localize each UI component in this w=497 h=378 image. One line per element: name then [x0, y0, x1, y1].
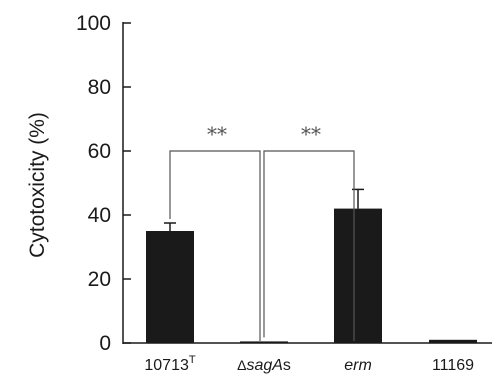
y-tick-label: 20	[88, 268, 111, 291]
y-tick-label: 60	[88, 140, 111, 163]
x-tick-label: 11169	[432, 357, 474, 374]
y-tick-label: 0	[99, 332, 111, 355]
x-tick-label: ΔsagAs	[237, 357, 291, 374]
y-tick-label: 40	[88, 204, 111, 227]
plot-area: 0 20 40 60 80 100 ** ** 10713T ΔsagAs erm 11169	[76, 12, 492, 374]
x-tick-label: erm	[344, 357, 372, 374]
significance-label: **	[207, 122, 227, 146]
significance-label: **	[301, 122, 321, 146]
y-tick-label: 80	[88, 76, 111, 99]
y-axis-label: Cytotoxicity (%)	[26, 112, 49, 258]
bar	[334, 208, 382, 343]
y-tick-label: 100	[76, 12, 111, 35]
bar	[240, 341, 288, 343]
bar	[146, 231, 194, 343]
x-tick-label: 10713T	[144, 354, 196, 374]
significance-bracket	[169, 150, 261, 341]
significance-bracket	[263, 150, 355, 341]
bar	[429, 339, 477, 343]
